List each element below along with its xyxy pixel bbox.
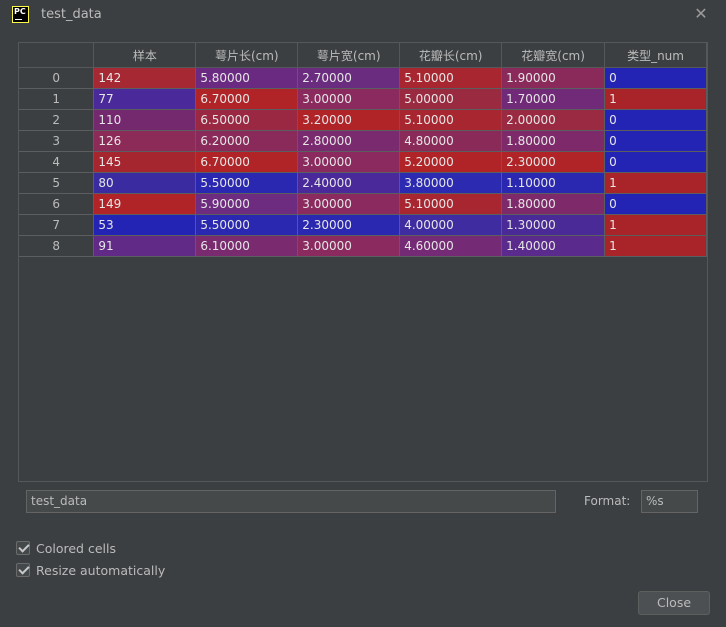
variable-name-field[interactable]: test_data <box>26 490 556 513</box>
table-row: 4 145 6.70000 3.00000 5.20000 2.30000 0 <box>19 151 707 173</box>
table-row: 3 126 6.20000 2.80000 4.80000 1.80000 0 <box>19 130 707 152</box>
window-title: test_data <box>41 7 102 22</box>
table-cell[interactable]: 6.70000 <box>195 151 299 173</box>
table-cell[interactable]: 1.70000 <box>501 88 606 110</box>
table-cell[interactable]: 149 <box>93 193 197 215</box>
colored-cells-option[interactable]: Colored cells <box>16 540 116 556</box>
row-index[interactable]: 0 <box>19 67 95 89</box>
table-row: 7 53 5.50000 2.30000 4.00000 1.30000 1 <box>19 214 707 236</box>
table-cell[interactable]: 91 <box>93 235 197 257</box>
row-index[interactable]: 1 <box>19 88 95 110</box>
table-cell[interactable]: 1.30000 <box>501 214 606 236</box>
window-close-icon[interactable]: ✕ <box>694 4 708 23</box>
row-index[interactable]: 6 <box>19 193 95 215</box>
row-index[interactable]: 2 <box>19 109 95 131</box>
table-cell[interactable]: 4.60000 <box>399 235 503 257</box>
column-header[interactable]: 萼片宽(cm) <box>297 43 401 68</box>
table-cell[interactable]: 3.20000 <box>297 109 401 131</box>
close-button[interactable]: Close <box>638 591 710 615</box>
table-cell[interactable]: 3.00000 <box>297 88 401 110</box>
table-cell[interactable]: 2.30000 <box>297 214 401 236</box>
table-cell[interactable]: 5.10000 <box>399 109 503 131</box>
table-cell[interactable]: 3.00000 <box>297 235 401 257</box>
app-icon-text: PC <box>14 7 26 16</box>
table-cell[interactable]: 1.40000 <box>501 235 606 257</box>
table-cell[interactable]: 6.20000 <box>195 130 299 152</box>
table-cell[interactable]: 6.70000 <box>195 88 299 110</box>
row-index[interactable]: 3 <box>19 130 95 152</box>
table-cell[interactable]: 110 <box>93 109 197 131</box>
table-cell[interactable]: 6.10000 <box>195 235 299 257</box>
table-cell[interactable]: 142 <box>93 67 197 89</box>
table-cell[interactable]: 1 <box>604 172 707 194</box>
table-cell[interactable]: 2.00000 <box>501 109 606 131</box>
table-cell[interactable]: 2.70000 <box>297 67 401 89</box>
table-cell[interactable]: 5.20000 <box>399 151 503 173</box>
column-header[interactable]: 类型_num <box>604 43 707 68</box>
table-header-row: 样本 萼片长(cm) 萼片宽(cm) 花瓣长(cm) 花瓣宽(cm) 类型_nu… <box>19 43 707 68</box>
colored-cells-label: Colored cells <box>36 540 116 556</box>
row-index[interactable]: 5 <box>19 172 95 194</box>
resize-automatically-label: Resize automatically <box>36 562 166 578</box>
table-cell[interactable]: 5.50000 <box>195 172 299 194</box>
table-row: 1 77 6.70000 3.00000 5.00000 1.70000 1 <box>19 88 707 110</box>
table-cell[interactable]: 5.50000 <box>195 214 299 236</box>
table-cell[interactable]: 5.10000 <box>399 67 503 89</box>
table-row: 5 80 5.50000 2.40000 3.80000 1.10000 1 <box>19 172 707 194</box>
table-cell[interactable]: 6.50000 <box>195 109 299 131</box>
format-label: Format: <box>584 494 631 508</box>
table-cell[interactable]: 2.30000 <box>501 151 606 173</box>
table-cell[interactable]: 3.80000 <box>399 172 503 194</box>
colored-cells-checkbox[interactable] <box>16 541 30 555</box>
index-header[interactable] <box>19 43 95 68</box>
data-table: 样本 萼片长(cm) 萼片宽(cm) 花瓣长(cm) 花瓣宽(cm) 类型_nu… <box>19 43 707 257</box>
column-header[interactable]: 花瓣宽(cm) <box>501 43 606 68</box>
table-cell[interactable]: 53 <box>93 214 197 236</box>
table-cell[interactable]: 3.00000 <box>297 193 401 215</box>
pycharm-logo-icon: PC <box>12 6 29 23</box>
table-cell[interactable]: 5.80000 <box>195 67 299 89</box>
table-cell[interactable]: 77 <box>93 88 197 110</box>
data-table-viewport[interactable]: 样本 萼片长(cm) 萼片宽(cm) 花瓣长(cm) 花瓣宽(cm) 类型_nu… <box>18 42 708 482</box>
table-cell[interactable]: 1.10000 <box>501 172 606 194</box>
format-input[interactable]: %s <box>641 490 698 513</box>
table-cell[interactable]: 4.80000 <box>399 130 503 152</box>
column-header[interactable]: 样本 <box>93 43 197 68</box>
table-cell[interactable]: 2.80000 <box>297 130 401 152</box>
row-index[interactable]: 8 <box>19 235 95 257</box>
table-cell[interactable]: 5.10000 <box>399 193 503 215</box>
table-row: 0 142 5.80000 2.70000 5.10000 1.90000 0 <box>19 67 707 89</box>
table-cell[interactable]: 1 <box>604 88 707 110</box>
table-cell[interactable]: 2.40000 <box>297 172 401 194</box>
table-cell[interactable]: 0 <box>604 109 707 131</box>
table-cell[interactable]: 1 <box>604 214 707 236</box>
table-row: 8 91 6.10000 3.00000 4.60000 1.40000 1 <box>19 235 707 257</box>
column-header[interactable]: 花瓣长(cm) <box>399 43 503 68</box>
table-cell[interactable]: 0 <box>604 193 707 215</box>
table-cell[interactable]: 1 <box>604 235 707 257</box>
table-cell[interactable]: 4.00000 <box>399 214 503 236</box>
table-cell[interactable]: 5.00000 <box>399 88 503 110</box>
row-index[interactable]: 7 <box>19 214 95 236</box>
table-cell[interactable]: 1.80000 <box>501 193 606 215</box>
table-row: 2 110 6.50000 3.20000 5.10000 2.00000 0 <box>19 109 707 131</box>
table-cell[interactable]: 0 <box>604 67 707 89</box>
table-cell[interactable]: 5.90000 <box>195 193 299 215</box>
title-bar: PC test_data ✕ <box>0 0 726 30</box>
table-cell[interactable]: 80 <box>93 172 197 194</box>
table-cell[interactable]: 1.80000 <box>501 130 606 152</box>
column-header[interactable]: 萼片长(cm) <box>195 43 299 68</box>
table-cell[interactable]: 0 <box>604 151 707 173</box>
resize-automatically-option[interactable]: Resize automatically <box>16 562 165 578</box>
resize-automatically-checkbox[interactable] <box>16 563 30 577</box>
table-cell[interactable]: 3.00000 <box>297 151 401 173</box>
table-cell[interactable]: 0 <box>604 130 707 152</box>
table-row: 6 149 5.90000 3.00000 5.10000 1.80000 0 <box>19 193 707 215</box>
row-index[interactable]: 4 <box>19 151 95 173</box>
table-cell[interactable]: 126 <box>93 130 197 152</box>
table-cell[interactable]: 1.90000 <box>501 67 606 89</box>
table-cell[interactable]: 145 <box>93 151 197 173</box>
